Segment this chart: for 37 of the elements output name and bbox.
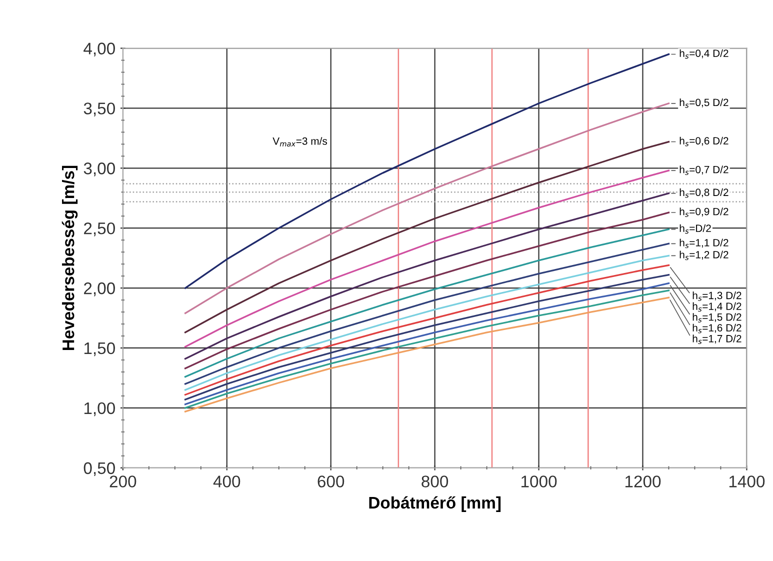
y-tick-label: 2,50 (84, 222, 115, 236)
line-series (184, 102, 670, 314)
y-tick-label: 1,00 (84, 402, 115, 416)
x-tick-label: 1200 (625, 476, 661, 488)
x-axis-title: Dobátmérő [mm] (369, 496, 501, 512)
y-tick-label: 4,00 (84, 42, 115, 56)
x-tick-label: 1400 (729, 476, 765, 488)
series-label: h$_{s}$=0,5 D/2 (680, 98, 728, 108)
line-series (184, 212, 670, 370)
annotation: V$_{max}$=3 m/s (272, 137, 328, 147)
series-label: h$_{s}$=1,1 D/2 (680, 238, 728, 248)
series-label: h$_{s}$=0,6 D/2 (680, 136, 728, 146)
series-label: h$_{s}$=0,9 D/2 (680, 208, 728, 217)
y-tick-label: 2,00 (84, 282, 115, 296)
x-tick-label: 200 (110, 476, 136, 488)
line-series (184, 170, 670, 348)
y-tick-label: 3,00 (84, 162, 115, 176)
y-tick-label: 0,50 (84, 462, 115, 476)
y-tick-label: 1,50 (84, 342, 115, 356)
x-tick-label: 400 (213, 476, 240, 488)
text: h$_{s}$=1,7 D/2 (692, 334, 742, 344)
y-axis-title: Hevedersebesség [m/s] (62, 166, 78, 350)
text: h$_{s}$=1,3 D/2 (692, 292, 742, 301)
text: h$_{s}$=1,6 D/2 (692, 324, 742, 334)
line-series (184, 53, 670, 289)
series-label: h$_{s}$=D/2 (680, 224, 711, 234)
series-label: h$_{s}$=0,8 D/2 (680, 188, 728, 198)
series-label: h$_{s}$=0,7 D/2 (680, 166, 728, 175)
series-label: h$_{s}$=1,2 D/2 (680, 250, 728, 260)
x-tick-label: 1000 (522, 476, 557, 488)
x-tick-label: 600 (318, 476, 344, 488)
text: h$_{s}$=1,5 D/2 (692, 313, 742, 322)
text: h$_{s}$=1,4 D/2 (692, 302, 742, 312)
series-label: h$_{s}$=0,4 D/2 (680, 49, 728, 59)
line-series (184, 192, 670, 360)
x-tick-label: 800 (422, 476, 448, 488)
y-tick-label: 3,50 (84, 102, 115, 116)
